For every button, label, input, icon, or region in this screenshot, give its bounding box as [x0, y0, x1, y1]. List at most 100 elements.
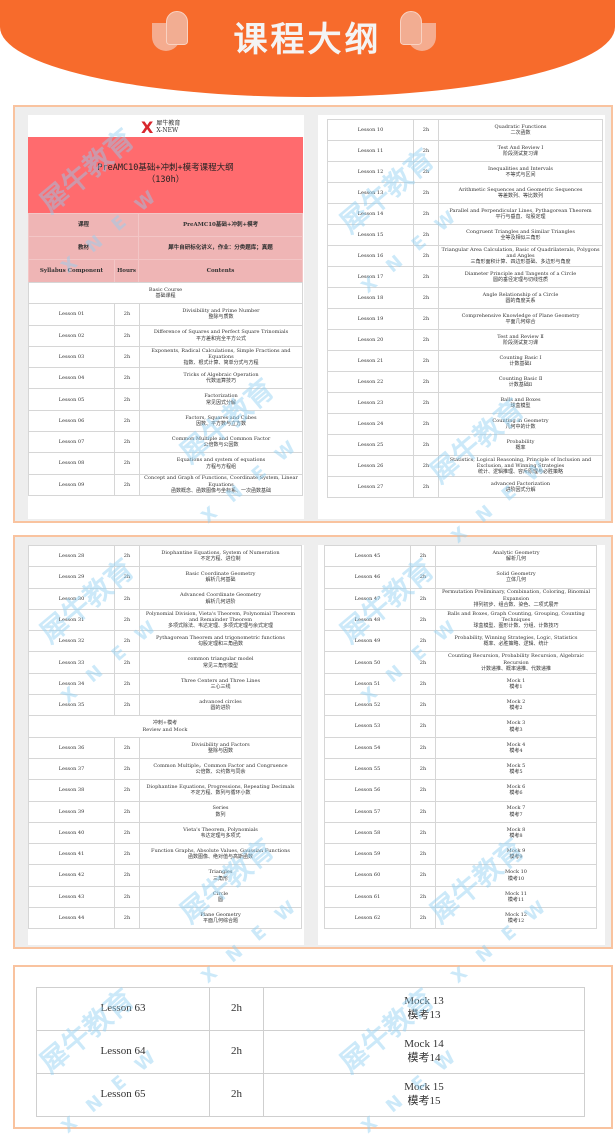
hours-cell: 2h: [410, 651, 436, 674]
topic-en: Vieta's Theorem, Polynomials: [183, 826, 258, 833]
hours-cell: 2h: [410, 630, 436, 653]
hours-cell: 2h: [114, 409, 140, 433]
topic-en: Mock 2: [506, 698, 526, 705]
topic-zh: 整除与因数: [207, 747, 233, 754]
contents-cell: Triangles 三角形: [139, 864, 302, 887]
topic-zh: 平面几何综合题: [202, 918, 238, 925]
contents-cell: Balls and Boxes 球盒模型: [438, 392, 603, 414]
lesson-cell: Lesson 43: [28, 885, 115, 909]
section-row: 冲刺+模考 Review and Mock: [28, 715, 302, 738]
topic-zh: 模考11: [507, 896, 525, 903]
contents-cell: Function Graphs, Absolute Values, Gaussi…: [139, 843, 302, 866]
col-header-component: Syllabus Component: [28, 259, 115, 283]
contents-cell: common triangular model 常见三角形模型: [139, 651, 302, 674]
hours-cell: 2h: [114, 779, 140, 802]
course-value: PreAMC10基础+冲刺+模考: [138, 213, 303, 237]
topic-zh: 概率、必胜策略、逻辑、统计: [483, 641, 549, 648]
contents-cell: Diophantine Equations, System of Numerat…: [139, 544, 302, 568]
table-row: Lesson 65 2h Mock 15 模考15: [36, 1073, 585, 1117]
table-row: Lesson 58 2h Mock 8 模考8: [324, 821, 597, 845]
table-row: Lesson 14 2h Parallel and Perpendicular Li…: [327, 203, 603, 225]
table-row: Lesson 33 2h common triangular model 常见三角形模…: [28, 651, 302, 674]
contents-cell: Mock 2 模考2: [435, 694, 597, 717]
hours-cell: 2h: [114, 388, 140, 411]
topic-zh: 计数基础Ⅰ: [509, 361, 532, 367]
topic-zh: 概率: [515, 445, 526, 451]
contents-cell: Solid Geometry 立体几何: [435, 566, 597, 589]
page-title: 课程大纲: [233, 20, 382, 60]
topic-zh: 解析几何进阶: [205, 598, 236, 605]
contents-cell: Mock 5 模考5: [435, 757, 597, 781]
contents-cell: Tricks of Algebraic Operation 代数运算技巧: [139, 367, 303, 390]
contents-cell: Mock 9 模考9: [435, 843, 597, 866]
hours-cell: 2h: [410, 736, 436, 759]
topic-zh: 整除与质数: [208, 314, 234, 321]
hours-cell: 2h: [410, 843, 436, 866]
topic-en: Mock 15: [404, 1081, 444, 1094]
topic-en: Divisibility and Prime Number: [182, 308, 260, 315]
table-row: Lesson 61 2h Mock 11 模考11: [324, 885, 597, 909]
topic-zh: 模考6: [509, 790, 523, 797]
table-row: Lesson 10 2h Quadratic Functions 二次函数: [327, 119, 603, 141]
table-row: Lesson 17 2h Diameter Principle and Tangen…: [327, 266, 603, 288]
topic-zh: 圆: [217, 896, 223, 903]
hours-cell: 2h: [209, 1030, 264, 1074]
lesson-cell: Lesson 13: [327, 182, 414, 204]
contents-cell: Inequalities and Intervals 不等式与区间: [438, 161, 603, 183]
section-en: Review and Mock: [142, 726, 188, 733]
hours-cell: 2h: [413, 224, 439, 246]
topic-en: Exponents, Radical Calculations, Simple …: [151, 347, 291, 360]
topic-en: Analytic Geometry: [492, 549, 540, 556]
contents-cell: Divisibility and Factors 整除与因数: [139, 736, 302, 759]
hours-cell: 2h: [413, 329, 439, 351]
table-row: Lesson 57 2h Mock 7 模考7: [324, 800, 597, 823]
contents-cell: Mock 10 模考10: [435, 864, 597, 887]
topic-en: Equations and system of equations: [176, 457, 266, 464]
table-row: Lesson 12 2h Inequalities and Intervals 不等式…: [327, 161, 603, 183]
hours-cell: 2h: [114, 345, 140, 369]
contents-cell: Comprehensive Knowledge of Plane Geometr…: [438, 308, 603, 330]
hours-cell: 2h: [114, 757, 140, 781]
hours-cell: 2h: [410, 587, 436, 610]
contents-cell: Counting Basic Ⅰ 计数基础Ⅰ: [438, 350, 603, 372]
topic-zh: 模考8: [509, 833, 523, 839]
topic-zh: 阶段测试复习课: [502, 151, 538, 157]
table-row: Lesson 27 2h advanced Factorization 进阶因式分解: [327, 476, 603, 498]
contents-cell: Mock 8 模考8: [435, 821, 597, 845]
hours-cell: 2h: [410, 672, 436, 696]
lesson-cell: Lesson 47: [324, 587, 411, 610]
lesson-cell: Lesson 16: [327, 245, 414, 267]
topic-en: advanced Factorization: [490, 480, 551, 487]
table-row: Lesson 28 2h Diophantine Equations, System…: [28, 544, 302, 568]
lesson-cell: Lesson 25: [327, 434, 414, 456]
lesson-cell: Lesson 39: [28, 800, 115, 823]
table-row: Lesson 24 2h Counting in Geometry 几何中的计数: [327, 413, 603, 435]
topic-en: Quadratic Functions: [494, 123, 547, 130]
lesson-cell: Lesson 37: [28, 757, 115, 781]
contents-cell: Mock 3 模考3: [435, 715, 597, 738]
contents-cell: Analytic Geometry 解析几何: [435, 544, 597, 568]
lesson-cell: Lesson 08: [28, 452, 115, 475]
contents-cell: Angle Relationship of a Circle 圆的角度关系: [438, 287, 603, 309]
topic-en: Mock 10: [505, 869, 527, 876]
lesson-cell: Lesson 33: [28, 651, 115, 674]
table-row: Lesson 49 2h Probability, Winning Strategi…: [324, 630, 597, 653]
hours-cell: 2h: [114, 843, 140, 866]
contents-cell: Congruent Triangles and Similar Triangle…: [438, 224, 603, 246]
hours-cell: 2h: [114, 800, 140, 823]
hours-cell: 2h: [413, 119, 439, 141]
table-row: Lesson 02 2h Difference of Squares and Per…: [28, 324, 303, 347]
contents-cell: Factors, Squares and Cubes 因数、平方数与立方数: [139, 409, 303, 433]
lesson-cell: Lesson 22: [327, 371, 414, 393]
section-zh: 冲刺+模考: [152, 720, 178, 727]
lesson-cell: Lesson 58: [324, 821, 411, 845]
table-row: Lesson 63 2h Mock 13 模考13: [36, 987, 585, 1031]
hours-cell: 2h: [114, 885, 140, 909]
topic-en: Parallel and Perpendicular Lines, Pythag…: [449, 207, 592, 214]
lesson-cell: Lesson 38: [28, 779, 115, 802]
lesson-cell: Lesson 63: [36, 987, 210, 1031]
topic-en: Series: [212, 805, 229, 812]
lesson-cell: Lesson 62: [324, 907, 411, 930]
topic-en: Arithmetic Sequences and Geometric Seque…: [458, 186, 583, 193]
topic-en: Three Centers and Three Lines: [180, 677, 261, 684]
